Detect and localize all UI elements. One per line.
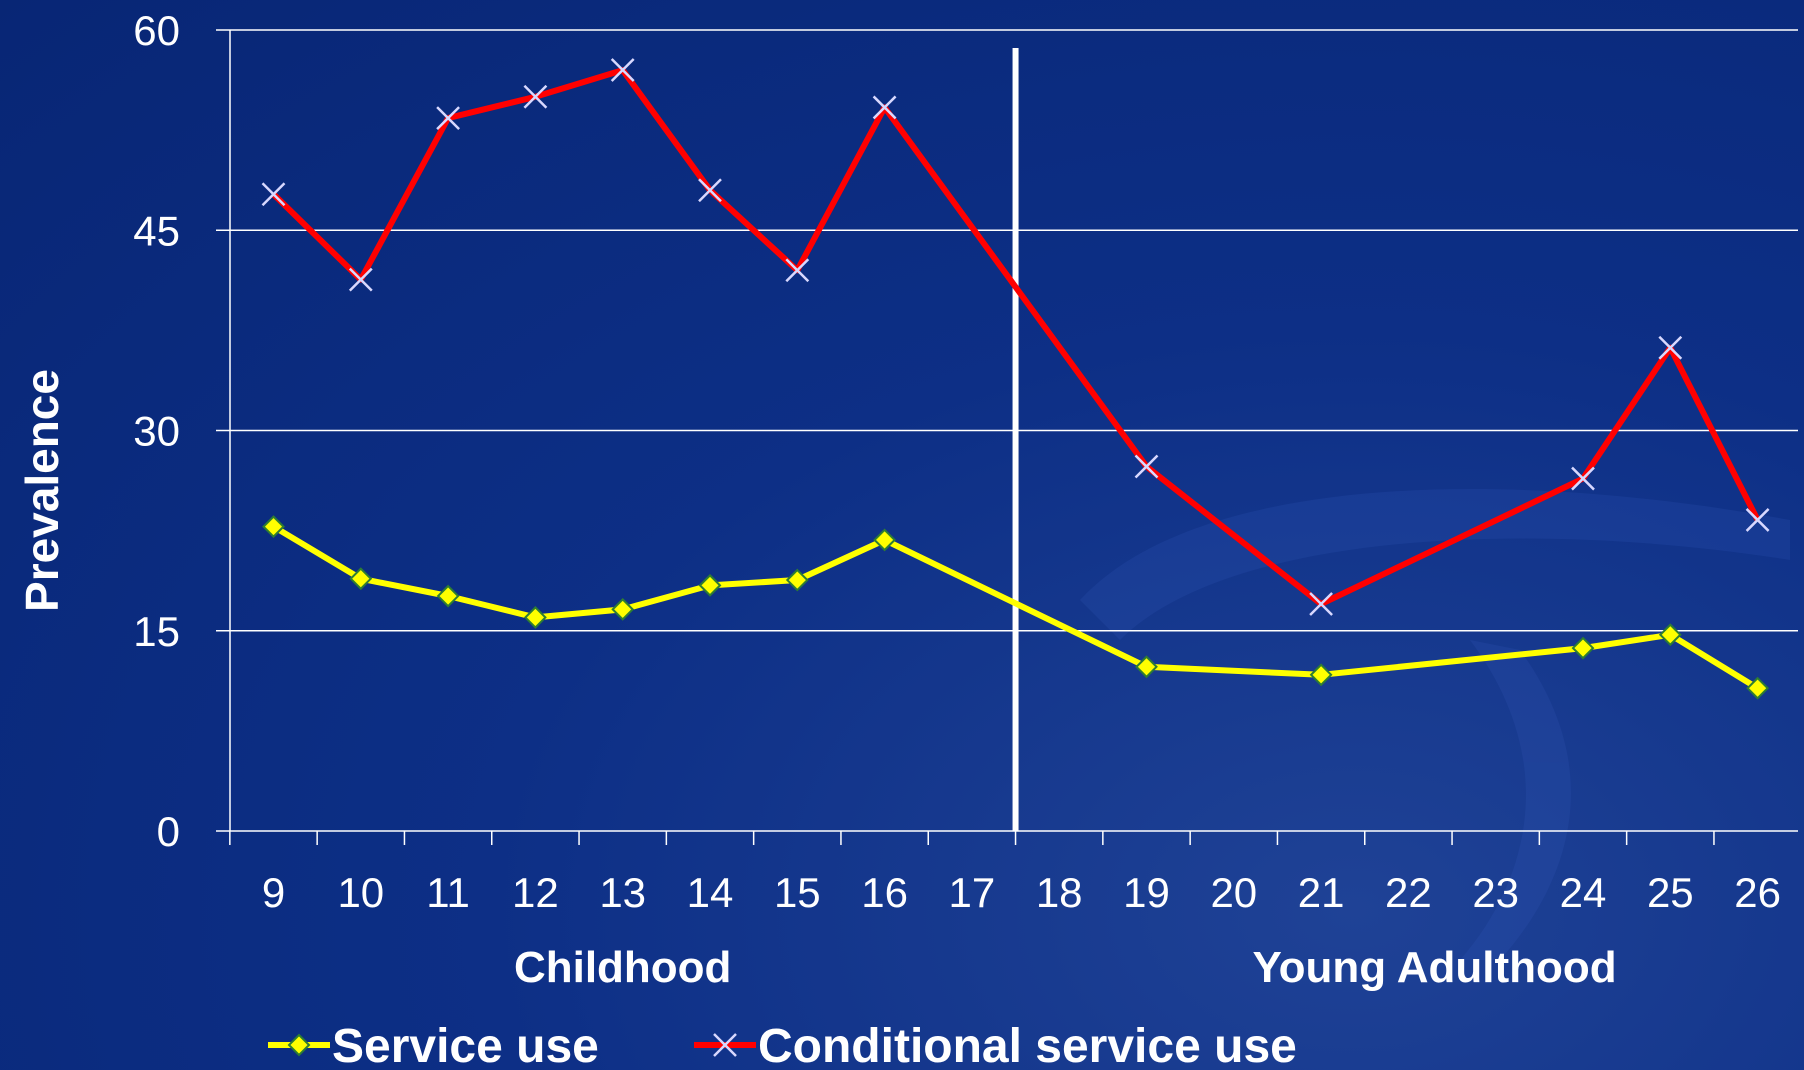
y-axis-title: Prevalence bbox=[16, 369, 68, 612]
point-conditional-service-use-11-stroke-b bbox=[436, 106, 460, 130]
point-conditional-service-use-10-stroke-b bbox=[348, 267, 373, 292]
point-service-use-9 bbox=[262, 515, 285, 539]
legend: Service use Conditional service use bbox=[268, 1020, 1297, 1070]
point-service-use-13 bbox=[611, 597, 635, 621]
x-tick-label-18: 18 bbox=[1036, 869, 1083, 916]
group-label-1: Young Adulthood bbox=[1253, 943, 1617, 992]
point-conditional-service-use-13 bbox=[610, 58, 635, 82]
x-tick-label-25: 25 bbox=[1647, 869, 1694, 916]
point-conditional-service-use-16-stroke-b bbox=[872, 95, 897, 120]
point-service-use-26 bbox=[1746, 676, 1770, 700]
point-service-use-16 bbox=[873, 528, 897, 552]
y-tick-label-30: 30 bbox=[133, 408, 180, 455]
x-tick-label-26: 26 bbox=[1734, 869, 1781, 916]
x-tick-label-21: 21 bbox=[1298, 869, 1345, 916]
point-service-use-21 bbox=[1309, 663, 1333, 687]
point-conditional-service-use-9 bbox=[261, 182, 286, 207]
point-conditional-service-use-25 bbox=[1658, 335, 1683, 360]
y-tick-label-45: 45 bbox=[133, 207, 180, 254]
x-tick-label-17: 17 bbox=[949, 869, 996, 916]
x-tick-label-16: 16 bbox=[861, 869, 908, 916]
point-service-use-19 bbox=[1135, 655, 1158, 679]
x-tick-label-12: 12 bbox=[512, 869, 559, 916]
legend-label-conditional-service-use: Conditional service use bbox=[758, 1020, 1297, 1070]
point-service-use-12 bbox=[523, 605, 547, 629]
x-tick-label-19: 19 bbox=[1123, 869, 1170, 916]
point-conditional-service-use-14-stroke-b bbox=[698, 178, 722, 203]
background-swoosh bbox=[1080, 489, 1790, 960]
group-label-0: Childhood bbox=[514, 943, 732, 992]
point-conditional-service-use-10 bbox=[348, 267, 373, 292]
point-conditional-service-use-15 bbox=[785, 258, 810, 283]
point-service-use-10 bbox=[349, 567, 373, 591]
point-conditional-service-use-13-stroke-b bbox=[610, 58, 635, 82]
x-tick-label-24: 24 bbox=[1560, 869, 1607, 916]
point-conditional-service-use-26 bbox=[1745, 508, 1770, 532]
y-tick-label-60: 60 bbox=[133, 7, 180, 54]
legend-marker-conditional-service-use-stroke-b bbox=[713, 1033, 737, 1057]
point-conditional-service-use-24-stroke-b bbox=[1571, 466, 1595, 491]
legend-marker-service-use bbox=[287, 1033, 311, 1057]
point-service-use-11 bbox=[436, 584, 460, 608]
point-conditional-service-use-25-stroke-b bbox=[1658, 335, 1683, 360]
point-conditional-service-use-11 bbox=[436, 106, 460, 130]
x-tick-label-14: 14 bbox=[687, 869, 734, 916]
point-conditional-service-use-12 bbox=[523, 84, 548, 109]
point-conditional-service-use-12-stroke-b bbox=[523, 84, 548, 109]
x-tick-label-13: 13 bbox=[599, 869, 646, 916]
series bbox=[261, 58, 1770, 700]
point-service-use-25 bbox=[1658, 623, 1682, 647]
point-conditional-service-use-9-stroke-b bbox=[261, 182, 286, 207]
point-service-use-15 bbox=[785, 568, 809, 592]
x-tick-label-20: 20 bbox=[1210, 869, 1257, 916]
point-conditional-service-use-15-stroke-b bbox=[785, 258, 810, 283]
point-conditional-service-use-14 bbox=[698, 178, 722, 203]
y-tick-label-0: 0 bbox=[157, 808, 180, 855]
x-tick-label-22: 22 bbox=[1385, 869, 1432, 916]
point-conditional-service-use-24 bbox=[1571, 466, 1595, 491]
point-conditional-service-use-21-stroke-b bbox=[1309, 592, 1333, 616]
axes bbox=[216, 29, 1798, 845]
point-service-use-24 bbox=[1571, 636, 1595, 660]
y-tick-label-15: 15 bbox=[133, 608, 180, 655]
point-service-use-14 bbox=[698, 573, 722, 597]
x-tick-label-9: 9 bbox=[262, 869, 285, 916]
point-conditional-service-use-19 bbox=[1134, 454, 1159, 479]
point-conditional-service-use-21 bbox=[1309, 592, 1333, 616]
x-tick-label-23: 23 bbox=[1472, 869, 1519, 916]
x-tick-label-15: 15 bbox=[774, 869, 821, 916]
point-conditional-service-use-19-stroke-b bbox=[1134, 454, 1159, 479]
point-conditional-service-use-16 bbox=[872, 95, 897, 120]
x-tick-label-11: 11 bbox=[426, 869, 470, 916]
legend-marker-conditional-service-use bbox=[713, 1033, 737, 1057]
labels: 0 15 30 45 60 9 10 11 12 13 14 15 16 17 18 19 20 21 22 23 24… bbox=[16, 7, 1781, 992]
legend-label-service-use: Service use bbox=[332, 1020, 599, 1070]
x-tick-label-10: 10 bbox=[337, 869, 384, 916]
point-conditional-service-use-26-stroke-b bbox=[1745, 508, 1770, 532]
